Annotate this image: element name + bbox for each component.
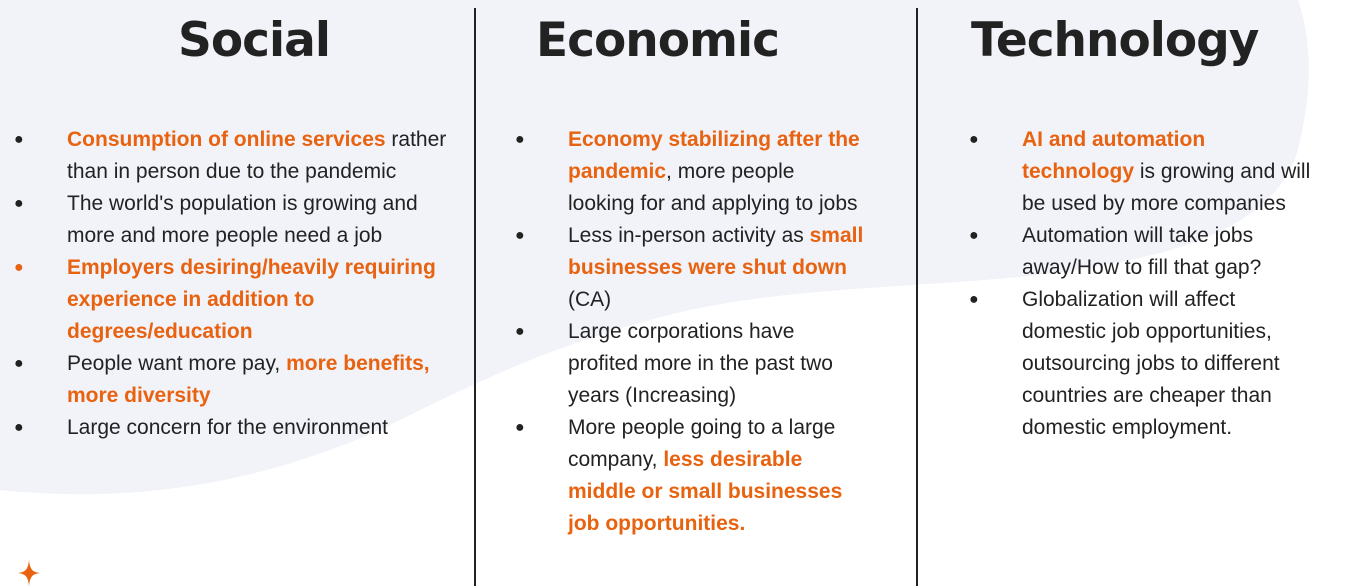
bullet-list-economic: ● Economy stabilizing after the pandemic,… xyxy=(515,124,865,540)
body-text: Large concern for the environment xyxy=(67,416,389,439)
body-text: (CA) xyxy=(568,288,612,311)
body-text: , more people looking for and applying t… xyxy=(568,160,858,215)
body-text: The world's population is growing and mo… xyxy=(67,192,418,247)
bullet-item: ● AI and automation technology is growing… xyxy=(969,124,1314,220)
column-title-social: Social xyxy=(178,13,331,68)
bullet-item: ● Globalization will affect domestic job … xyxy=(969,284,1314,444)
bullet-item: ● More people going to a large company, l… xyxy=(515,412,865,540)
four-point-star-icon xyxy=(18,560,40,586)
bullet-item: ● Automation will take jobs away/How to f… xyxy=(969,220,1314,284)
bullet-dot-icon: ● xyxy=(14,131,24,148)
bullet-item: ● Employers desiring/heavily requiring ex… xyxy=(14,252,454,348)
bullet-item: ● Large corporations have profited more i… xyxy=(515,316,865,412)
bullet-dot-icon: ● xyxy=(14,419,24,436)
bullet-item: ● The world's population is growing and m… xyxy=(14,188,454,252)
column-title-economic: Economic xyxy=(536,13,780,68)
bullet-item: ● People want more pay, more benefits, mo… xyxy=(14,348,454,412)
highlighted-text: AI and automation technology xyxy=(1022,128,1206,183)
body-text: More people going to a large company, xyxy=(568,416,836,471)
bullet-item: ● Less in-person activity as small busine… xyxy=(515,220,865,316)
bullet-dot-icon: ● xyxy=(14,259,24,276)
bullet-dot-icon: ● xyxy=(14,355,24,372)
bullet-item: ● Economy stabilizing after the pandemic,… xyxy=(515,124,865,220)
bullet-dot-icon: ● xyxy=(515,227,525,244)
bullet-item: ● Large concern for the environment xyxy=(14,412,454,444)
column-divider-1 xyxy=(474,8,476,586)
body-text: Globalization will affect domestic job o… xyxy=(1022,288,1280,439)
bullet-dot-icon: ● xyxy=(515,131,525,148)
body-text: Less in-person activity as xyxy=(568,224,810,247)
bullet-dot-icon: ● xyxy=(515,323,525,340)
highlighted-text: Employers desiring/heavily requiring exp… xyxy=(67,256,436,343)
body-text: Automation will take jobs away/How to fi… xyxy=(1022,224,1262,279)
bullet-list-technology: ● AI and automation technology is growing… xyxy=(969,124,1314,444)
bullet-dot-icon: ● xyxy=(969,131,979,148)
bullet-item: ● Consumption of online services rather t… xyxy=(14,124,454,188)
body-text: is growing and will be used by more comp… xyxy=(1022,160,1311,215)
highlighted-text: more benefits, more diversity xyxy=(67,352,430,407)
body-text: rather than in person due to the pandemi… xyxy=(67,128,447,183)
column-divider-2 xyxy=(916,8,918,586)
bullet-dot-icon: ● xyxy=(14,195,24,212)
bullet-dot-icon: ● xyxy=(969,227,979,244)
highlighted-text: less desirable middle or small businesse… xyxy=(568,448,843,535)
body-text: Large corporations have profited more in… xyxy=(568,320,833,407)
column-title-technology: Technology xyxy=(971,13,1259,68)
bullet-list-social: ● Consumption of online services rather t… xyxy=(14,124,454,444)
bullet-dot-icon: ● xyxy=(515,419,525,436)
highlighted-text: Consumption of online services xyxy=(67,128,386,151)
body-text: People want more pay, xyxy=(67,352,287,375)
highlighted-text: small businesses were shut down xyxy=(568,224,864,279)
highlighted-text: Economy stabilizing after the pandemic xyxy=(568,128,860,183)
bullet-dot-icon: ● xyxy=(969,291,979,308)
